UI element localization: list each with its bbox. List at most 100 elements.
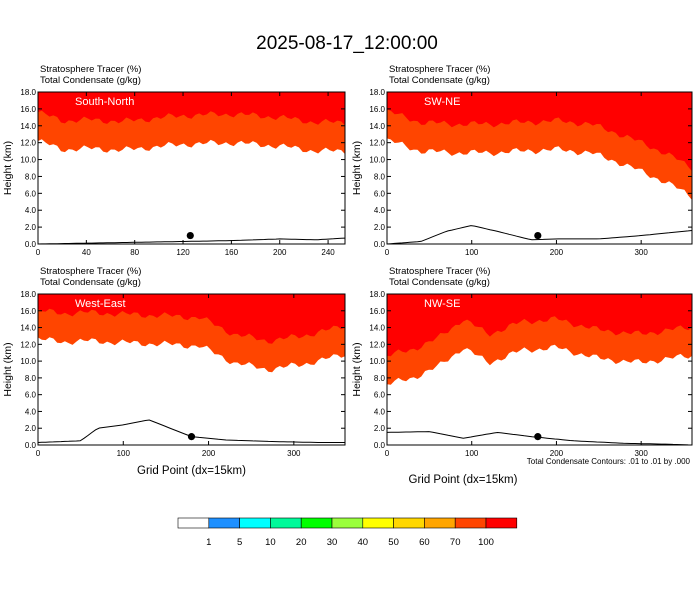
y-tick-label: 8.0 [25, 172, 37, 181]
y-tick-label: 6.0 [25, 189, 37, 198]
y-tick-label: 10.0 [369, 357, 385, 366]
y-tick-label: 16.0 [369, 307, 385, 316]
panel-title: South-North [75, 96, 134, 108]
x-tick-label: 100 [465, 449, 479, 458]
figure-title: 2025-08-17_12:00:00 [256, 33, 438, 54]
panel-header-line: Stratosphere Tracer (%) [40, 266, 141, 277]
y-tick-label: 2.0 [374, 223, 386, 232]
location-marker [534, 231, 542, 240]
colorbar-label: 10 [265, 537, 276, 548]
colorbar-swatch [424, 517, 456, 529]
location-marker [186, 231, 194, 240]
x-tick-label: 200 [550, 449, 564, 458]
plot-frame [386, 293, 693, 446]
y-tick-label: 18.0 [20, 88, 36, 97]
y-tick-label: 12.0 [20, 340, 36, 349]
x-axis-label: Grid Point (dx=15km) [137, 465, 246, 477]
colorbar-swatch [239, 517, 271, 529]
panel-header-line: Total Condensate (g/kg) [40, 75, 141, 86]
x-tick-label: 300 [634, 449, 648, 458]
y-tick-label: 0.0 [374, 240, 386, 249]
colorbar-label: 30 [327, 537, 338, 548]
colorbar-label: 100 [478, 537, 494, 548]
y-axis-label: Height (km) [2, 342, 14, 396]
y-tick-label: 18.0 [20, 290, 36, 299]
x-tick-label: 80 [130, 248, 139, 257]
y-tick-label: 18.0 [369, 290, 385, 299]
y-tick-label: 4.0 [374, 206, 386, 215]
y-tick-label: 6.0 [374, 391, 386, 400]
y-axis-label: Height (km) [2, 141, 14, 195]
panel-header-line: Total Condensate (g/kg) [40, 277, 141, 288]
contour-note: Total Condensate Contours: .01 to .01 by… [527, 457, 691, 466]
x-tick-label: 0 [36, 449, 41, 458]
x-tick-label: 200 [273, 248, 287, 257]
y-tick-label: 14.0 [369, 324, 385, 333]
x-tick-label: 300 [287, 449, 301, 458]
y-axis-label: Height (km) [351, 141, 363, 195]
y-tick-label: 16.0 [369, 105, 385, 114]
y-tick-label: 10.0 [369, 156, 385, 165]
panel-title: SW-NE [424, 96, 460, 108]
x-tick-label: 100 [117, 449, 131, 458]
panel-title: West-East [75, 298, 126, 310]
y-tick-label: 18.0 [369, 88, 385, 97]
y-tick-label: 8.0 [374, 172, 386, 181]
y-tick-label: 8.0 [25, 374, 37, 383]
tracer-field [38, 294, 345, 445]
colorbar-swatch [454, 517, 487, 529]
y-tick-label: 6.0 [25, 391, 37, 400]
panel-header-line: Stratosphere Tracer (%) [389, 266, 490, 277]
tracer-band-max [38, 92, 345, 126]
y-tick-label: 2.0 [25, 223, 37, 232]
y-tick-label: 12.0 [20, 139, 36, 148]
x-tick-label: 120 [176, 248, 190, 257]
colorbar-label: 50 [388, 537, 399, 548]
plot-frame [37, 91, 346, 245]
colorbar-label: 70 [450, 537, 461, 548]
x-tick-label: 300 [634, 248, 648, 257]
location-marker [534, 433, 542, 441]
colorbar-swatch [331, 517, 364, 529]
y-tick-label: 16.0 [20, 307, 36, 316]
colorbar: 1 5 10 20 30 40 50 60 70 100 [177, 517, 518, 548]
x-tick-label: 100 [465, 248, 479, 257]
y-tick-label: 4.0 [374, 407, 386, 416]
colorbar-label: 1 [206, 537, 211, 548]
panel-west-east: Stratosphere Tracer (%)Total Condensate … [2, 266, 346, 477]
colorbar-label: 5 [237, 537, 242, 548]
panel-south-north: Stratosphere Tracer (%)Total Condensate … [2, 64, 346, 257]
colorbar-label: 20 [296, 537, 307, 548]
panel-nw-se: Stratosphere Tracer (%)Total Condensate … [351, 266, 693, 458]
y-tick-label: 4.0 [25, 206, 37, 215]
colorbar-swatch [485, 517, 518, 529]
panel-header-line: Stratosphere Tracer (%) [40, 64, 141, 75]
y-tick-label: 12.0 [369, 340, 385, 349]
panel-title: NW-SE [424, 298, 460, 310]
y-tick-label: 16.0 [20, 105, 36, 114]
terrain-line [38, 237, 345, 244]
y-tick-label: 4.0 [25, 407, 37, 416]
plot-frame [37, 293, 346, 446]
y-tick-label: 2.0 [374, 424, 386, 433]
x-tick-label: 0 [36, 248, 41, 257]
panel-sw-ne: Stratosphere Tracer (%)Total Condensate … [351, 64, 693, 257]
panel-header-line: Stratosphere Tracer (%) [389, 64, 490, 75]
plot-frame [386, 91, 693, 245]
y-tick-label: 10.0 [20, 156, 36, 165]
x-tick-label: 160 [225, 248, 239, 257]
location-marker [187, 433, 196, 441]
y-tick-label: 8.0 [374, 374, 386, 383]
y-tick-label: 0.0 [25, 441, 37, 450]
y-tick-label: 12.0 [369, 139, 385, 148]
x-tick-label: 200 [202, 449, 216, 458]
x-tick-label: 0 [385, 449, 390, 458]
colorbar-swatch [393, 517, 425, 529]
colorbar-label: 60 [419, 537, 430, 548]
tracer-band-max [387, 92, 692, 172]
y-tick-label: 6.0 [374, 189, 386, 198]
tracer-field [387, 294, 692, 445]
x-axis-label-right: Grid Point (dx=15km) [409, 474, 518, 486]
y-axis-label: Height (km) [351, 342, 363, 396]
x-tick-label: 200 [550, 248, 564, 257]
